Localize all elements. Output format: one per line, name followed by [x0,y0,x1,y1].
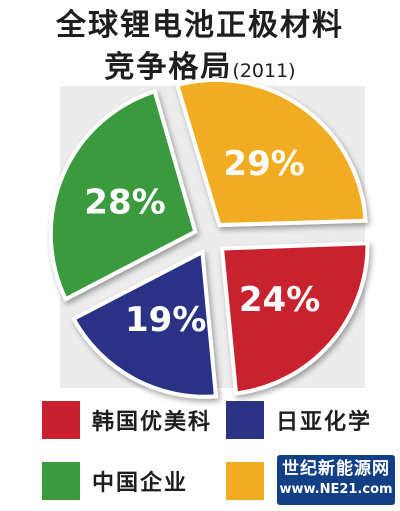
slice-korea [219,241,370,396]
legend-item-other [226,461,276,501]
slice-korea-label: 24% [239,280,320,320]
slice-other-label: 29% [223,144,304,184]
slice-nichia [70,248,219,399]
slice-other [174,77,368,228]
slice-china [48,88,198,302]
legend-label-china: 中国企业 [92,471,189,496]
pie-slices [48,77,370,399]
legend-swatch-nichia [226,401,264,439]
legend-label-korea: 韩国优美科 [92,410,213,435]
legend-label-nichia: 日亚化学 [276,410,373,435]
watermark-logo: 世纪新能源网 www.NE21.com [277,455,395,505]
watermark-name: 世纪新能源网 [282,459,390,479]
legend-item-nichia: 日亚化学 [226,400,372,440]
legend-item-china: 中国企业 [42,461,188,501]
chart-title: 全球锂电池正极材料 [56,8,344,43]
legend-swatch-china [42,462,80,500]
pie-labels: 24% 19% 28% 29% [84,144,320,340]
legend-swatch-korea [42,401,80,439]
chart-year: (2011) [232,60,296,82]
slice-nichia-label: 19% [125,300,206,340]
legend-item-korea: 韩国优美科 [42,400,212,440]
slice-china-label: 28% [84,183,165,223]
legend-swatch-other [226,462,264,500]
watermark-url: www.NE21.com [279,482,393,497]
